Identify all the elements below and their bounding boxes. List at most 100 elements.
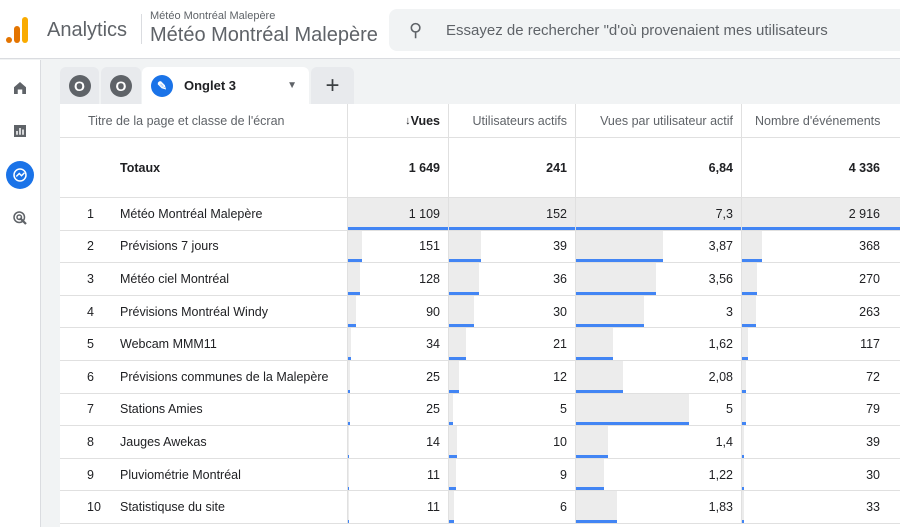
cell-value: 33: [866, 500, 880, 515]
cell-value: 117: [860, 337, 880, 352]
cell-events: 270: [741, 263, 900, 295]
cell-views-per-user: 5: [575, 393, 741, 426]
property-selector[interactable]: Météo Montréal Malepère: [150, 24, 378, 46]
add-tab-button[interactable]: +: [311, 67, 354, 104]
row-title-cell: 3 Météo ciel Montréal: [60, 263, 347, 295]
row-title[interactable]: Prévisions communes de la Malepère: [120, 369, 329, 384]
tab-1[interactable]: O: [60, 67, 99, 104]
total-vues: 1 649: [347, 138, 448, 197]
cell-value: 270: [859, 271, 880, 286]
cell-vues: 90: [347, 295, 448, 328]
column-header-users[interactable]: Utilisateurs actifs: [448, 104, 575, 137]
row-title[interactable]: Pluviométrie Montréal: [120, 467, 241, 482]
row-title-cell: 8 Jauges Awekas: [60, 426, 347, 458]
table-row[interactable]: 8 Jauges Awekas 14 10 1,4 39: [60, 426, 900, 459]
row-title-cell: 4 Prévisions Montréal Windy: [60, 296, 347, 328]
value-bar: [576, 491, 618, 523]
table-row[interactable]: 7 Stations Amies 25 5 5 79: [60, 393, 900, 427]
cell-value: 152: [546, 206, 567, 221]
table-row[interactable]: 3 Météo ciel Montréal 128 36 3,56 270: [60, 263, 900, 296]
cell-users: 9: [448, 458, 575, 491]
table-row[interactable]: 9 Pluviométrie Montréal 11 9 1,22 30: [60, 458, 900, 492]
row-title[interactable]: Stations Amies: [120, 402, 203, 417]
row-rank: 8: [87, 434, 94, 449]
table-row[interactable]: 4 Prévisions Montréal Windy 90 30 3 263: [60, 295, 900, 329]
row-rank: 4: [87, 304, 94, 319]
cell-value: 3,87: [708, 239, 733, 254]
cell-value: 30: [553, 304, 567, 319]
table-row[interactable]: 2 Prévisions 7 jours 151 39 3,87 368: [60, 230, 900, 264]
explore-icon[interactable]: [6, 161, 34, 189]
value-bar: [449, 426, 458, 458]
account-name[interactable]: Météo Montréal Malepère: [150, 10, 276, 22]
value-bar: [742, 491, 744, 523]
cell-views-per-user: 1,83: [575, 491, 741, 523]
table-row[interactable]: 10 Statistiquse du site 11 6 1,83 33: [60, 491, 900, 524]
table-row[interactable]: 5 Webcam MMM11 34 21 1,62 117: [60, 328, 900, 361]
row-title-cell: 10 Statistiquse du site: [60, 491, 347, 523]
cell-users: 39: [448, 230, 575, 263]
cell-value: 9: [560, 467, 567, 482]
cell-users: 152: [448, 198, 575, 230]
column-header-views-per-user[interactable]: Vues par utilisateur actif: [575, 104, 741, 137]
tab-3[interactable]: ✎ Onglet 3 ▼: [142, 67, 309, 104]
cell-value: 72: [866, 369, 880, 384]
row-title[interactable]: Prévisions 7 jours: [120, 239, 219, 254]
value-bar: [348, 393, 351, 426]
divider: [141, 14, 142, 44]
row-rank: 9: [87, 467, 94, 482]
row-title[interactable]: Statistiquse du site: [120, 500, 225, 515]
cell-value: 6: [560, 500, 567, 515]
row-title[interactable]: Webcam MMM11: [120, 337, 217, 352]
table-row[interactable]: 1 Météo Montréal Malepère 1 109 152 7,3 2 916: [60, 198, 900, 231]
row-rank: 10: [87, 500, 101, 515]
data-table: Titre de la page et classe de l'écran ↓ V…: [60, 104, 900, 527]
reports-icon[interactable]: [6, 117, 34, 145]
value-bar: [742, 263, 757, 295]
cell-users: 10: [448, 426, 575, 458]
search-input[interactable]: ⚲ Essayez de rechercher "d'où provenaien…: [389, 9, 900, 51]
cell-value: 128: [419, 271, 440, 286]
column-header-vues[interactable]: ↓ Vues: [347, 104, 448, 137]
row-title[interactable]: Météo ciel Montréal: [120, 271, 230, 286]
cell-views-per-user: 3,87: [575, 230, 741, 263]
cell-vues: 14: [347, 426, 448, 458]
value-bar: [348, 361, 351, 393]
column-header-title[interactable]: Titre de la page et classe de l'écran: [88, 113, 285, 128]
cell-events: 117: [741, 328, 900, 360]
home-icon[interactable]: [6, 74, 34, 102]
column-header-events[interactable]: Nombre d'événements: [741, 104, 900, 137]
cell-value: 11: [427, 500, 440, 515]
cell-vues: 25: [347, 361, 448, 393]
value-bar: [742, 458, 744, 491]
table-row[interactable]: 6 Prévisions communes de la Malepère 25 12 2…: [60, 361, 900, 394]
cell-value: 14: [426, 434, 440, 449]
cell-users: 6: [448, 491, 575, 523]
value-bar: [742, 230, 762, 263]
row-title[interactable]: Jauges Awekas: [120, 434, 207, 449]
cell-events: 30: [741, 458, 900, 491]
row-rank: 5: [87, 337, 94, 352]
cell-value: 5: [560, 402, 567, 417]
cell-events: 39: [741, 426, 900, 458]
cell-value: 21: [553, 337, 567, 352]
value-bar: [576, 295, 644, 328]
tab-2[interactable]: O: [101, 67, 141, 104]
row-rank: 7: [87, 402, 94, 417]
advertising-icon[interactable]: [6, 204, 34, 232]
cell-events: 79: [741, 393, 900, 426]
cell-value: 263: [859, 304, 880, 319]
total-views-per-user: 6,84: [575, 138, 741, 197]
row-title[interactable]: Prévisions Montréal Windy: [120, 304, 268, 319]
value-bar: [348, 426, 350, 458]
total-events: 4 336: [741, 138, 900, 197]
cell-value: 30: [866, 467, 880, 482]
chevron-down-icon[interactable]: ▼: [287, 80, 297, 91]
sort-arrow-icon: ↓: [405, 114, 411, 127]
cell-vues: 151: [347, 230, 448, 263]
row-title[interactable]: Météo Montréal Malepère: [120, 206, 263, 221]
cell-value: 1,83: [708, 500, 733, 515]
cell-value: 3: [726, 304, 733, 319]
cell-value: 1,22: [708, 467, 733, 482]
tab-1-label: O: [68, 74, 91, 97]
